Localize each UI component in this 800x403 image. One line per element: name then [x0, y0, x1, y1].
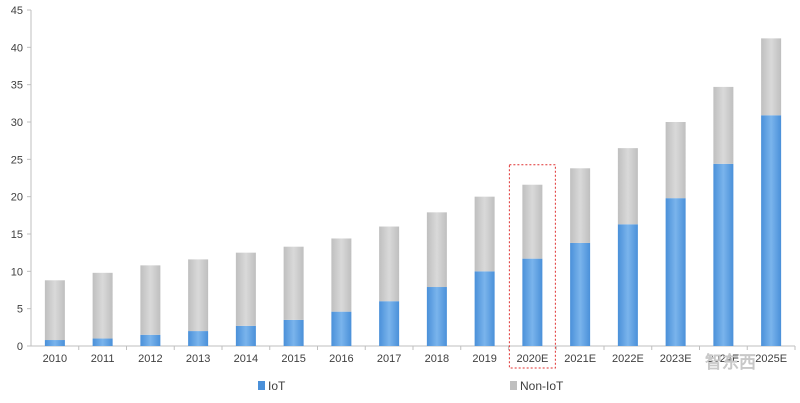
watermark-logo: 智东西 [705, 352, 756, 373]
y-tick-label: 0 [17, 341, 23, 353]
y-tick-label: 15 [11, 229, 23, 241]
legend-swatch-iot [258, 381, 265, 390]
x-tick-label: 2025E [755, 353, 787, 365]
legend: IoT Non-IoT [258, 379, 564, 393]
x-tick-label: 2012 [138, 353, 162, 365]
bar-non-iot-2017 [379, 226, 400, 302]
y-tick-label: 45 [11, 5, 23, 17]
x-tick-label: 2018 [425, 353, 449, 365]
bar-iot-2021e [570, 242, 591, 346]
x-tick-label: 2013 [186, 353, 210, 365]
bar-iot-2010 [44, 340, 65, 346]
y-tick-label: 20 [11, 192, 23, 204]
bar-iot-2022e [617, 224, 638, 346]
bar-iot-2019 [474, 271, 495, 346]
y-tick-label: 25 [11, 154, 23, 166]
legend-swatch-non-iot [510, 381, 517, 390]
x-tick-label: 2017 [377, 353, 401, 365]
bar-iot-2024e [713, 163, 734, 346]
highlight-box-2020e [508, 164, 556, 369]
bar-non-iot-2015 [283, 246, 304, 320]
bar-non-iot-2010 [44, 280, 65, 341]
bar-iot-2015 [283, 319, 304, 346]
bar-iot-2016 [331, 311, 352, 346]
bar-non-iot-2020e [522, 184, 543, 259]
bar-iot-2020e [522, 258, 543, 346]
bar-iot-2025e [761, 115, 782, 346]
bar-iot-2011 [92, 338, 113, 346]
bar-non-iot-2016 [331, 238, 352, 312]
bar-non-iot-2021e [570, 168, 591, 243]
bar-iot-2013 [188, 331, 209, 346]
y-tick-label: 35 [11, 80, 23, 92]
bar-non-iot-2014 [235, 252, 256, 326]
x-tick-label: 2023E [660, 353, 692, 365]
y-tick-label: 40 [11, 42, 23, 54]
bar-non-iot-2012 [140, 265, 161, 335]
x-tick-label: 2020E [516, 353, 548, 365]
bar-iot-2023e [665, 198, 686, 346]
bar-non-iot-2025e [761, 38, 782, 116]
bar-non-iot-2022e [617, 148, 638, 225]
y-tick-label: 30 [11, 117, 23, 129]
bar-non-iot-2013 [188, 259, 209, 332]
legend-label-iot: IoT [268, 379, 286, 393]
bar-iot-2012 [140, 334, 161, 346]
x-tick-label: 2014 [234, 353, 258, 365]
x-tick-label: 2022E [612, 353, 644, 365]
x-tick-label: 2010 [43, 353, 67, 365]
x-axis-labels: 2010 2011 2012 2013 2014 2015 2016 2017 2018 2019… [43, 346, 796, 365]
bar-non-iot-2018 [426, 212, 447, 288]
x-tick-label: 2011 [91, 353, 115, 365]
bar-non-iot-2019 [474, 196, 495, 272]
bar-non-iot-2023e [665, 122, 686, 199]
bar-non-iot-2024e [713, 86, 734, 164]
bar-iot-2014 [235, 325, 256, 346]
y-tick-label: 5 [17, 304, 23, 316]
x-tick-label: 2015 [281, 353, 305, 365]
bars [44, 38, 782, 346]
bar-iot-2017 [379, 301, 400, 346]
x-tick-label: 2024E [707, 353, 739, 365]
x-tick-label: 2016 [329, 353, 353, 365]
bar-iot-2018 [426, 287, 447, 346]
bar-non-iot-2011 [92, 272, 113, 339]
y-tick-label: 10 [11, 266, 23, 278]
legend-label-non-iot: Non-IoT [520, 379, 564, 393]
x-tick-label: 2019 [472, 353, 496, 365]
x-tick-label: 2021E [564, 353, 596, 365]
